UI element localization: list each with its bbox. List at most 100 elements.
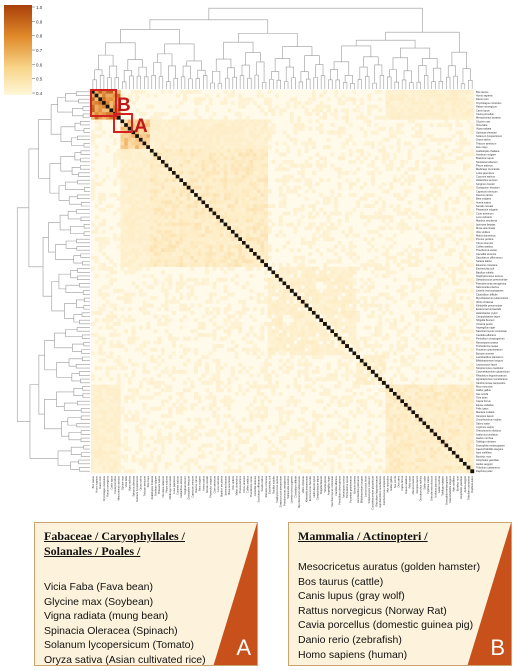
heatmap-cell	[245, 137, 250, 142]
heatmap-cell	[109, 259, 114, 264]
heatmap-cell	[245, 248, 250, 253]
heatmap-cell	[256, 292, 261, 297]
heatmap-cell	[116, 90, 121, 94]
heatmap-cell	[160, 163, 165, 168]
heatmap-cell	[429, 237, 434, 242]
heatmap-cell	[109, 436, 114, 441]
heatmap-cell	[315, 292, 320, 297]
heatmap-cell	[271, 443, 276, 448]
heatmap-cell	[392, 156, 397, 161]
heatmap-cell	[212, 329, 217, 334]
heatmap-cell	[127, 244, 132, 249]
heatmap-cell	[459, 148, 464, 153]
heatmap-cell	[223, 226, 228, 231]
heatmap-cell	[205, 237, 210, 242]
heatmap-cell	[197, 171, 202, 175]
heatmap-cell	[227, 171, 232, 175]
dendrogram-branch	[276, 79, 281, 89]
heatmap-cell	[197, 322, 202, 326]
heatmap-cell	[219, 152, 224, 157]
heatmap-cell	[146, 193, 151, 197]
heatmap-cell	[282, 152, 287, 157]
heatmap-cell	[278, 310, 283, 315]
heatmap-cell	[94, 97, 99, 102]
heatmap-cell	[120, 259, 125, 264]
heatmap-cell	[153, 248, 158, 253]
heatmap-cell	[208, 196, 213, 201]
heatmap-cell	[157, 406, 162, 411]
heatmap-cell	[278, 391, 283, 396]
heatmap-cell	[227, 380, 232, 385]
heatmap-cell	[466, 119, 471, 124]
heatmap-cell	[400, 296, 405, 301]
heatmap-cell	[223, 123, 228, 128]
heatmap-cell	[124, 218, 129, 223]
heatmap-cell	[120, 218, 125, 223]
heatmap-cell	[146, 185, 151, 190]
dendrogram-branch	[120, 29, 180, 44]
heatmap-cell	[315, 347, 320, 352]
heatmap-cell	[264, 134, 268, 139]
heatmap-cell	[142, 377, 147, 382]
heatmap-cell	[323, 263, 327, 267]
heatmap-cell	[131, 196, 136, 201]
heatmap-cell	[179, 325, 184, 330]
heatmap-cell	[212, 178, 217, 183]
heatmap-cell	[264, 259, 268, 264]
heatmap-cell	[138, 90, 143, 94]
heatmap-cell	[330, 163, 335, 168]
heatmap-cell	[381, 244, 386, 249]
heatmap-cell	[98, 263, 103, 267]
heatmap-cell	[326, 303, 331, 308]
heatmap-cell	[105, 443, 110, 448]
heatmap-cell	[153, 366, 158, 371]
heatmap-cell	[352, 288, 357, 293]
heatmap-cell	[433, 296, 438, 301]
heatmap-cell	[146, 369, 151, 374]
heatmap-cell	[190, 292, 195, 297]
heatmap-cell	[216, 454, 221, 459]
heatmap-cell	[315, 307, 320, 312]
heatmap-cell	[326, 336, 331, 341]
heatmap-cell	[426, 310, 431, 315]
heatmap-cell	[175, 244, 180, 249]
heatmap-cell	[160, 351, 165, 356]
heatmap-cell	[286, 189, 291, 194]
heatmap-cell	[345, 171, 349, 175]
heatmap-cell	[98, 119, 103, 124]
heatmap-cell	[437, 112, 442, 116]
dendrogram-branch	[54, 332, 73, 349]
heatmap-cell	[282, 178, 287, 183]
heatmap-cell	[297, 384, 302, 389]
heatmap-cell	[208, 351, 213, 356]
heatmap-cell	[135, 119, 140, 124]
heatmap-cell	[153, 391, 158, 396]
heatmap-cell	[168, 248, 173, 253]
heatmap-cell	[297, 296, 302, 301]
heatmap-cell	[374, 215, 379, 220]
heatmap-cell	[341, 145, 346, 150]
heatmap-cell	[267, 108, 272, 113]
heatmap-cell	[293, 344, 298, 348]
heatmap-cell	[227, 263, 232, 267]
heatmap-cell	[297, 417, 302, 422]
heatmap-cell	[94, 454, 99, 459]
heatmap-cell	[264, 97, 268, 102]
heatmap-cell	[278, 469, 283, 474]
heatmap-cell	[116, 450, 121, 455]
heatmap-cell	[172, 340, 176, 345]
heatmap-cell	[289, 112, 294, 116]
heatmap-cell	[116, 388, 121, 393]
heatmap-cell	[146, 233, 151, 238]
heatmap-cell	[407, 141, 412, 146]
heatmap-cell	[216, 145, 221, 150]
heatmap-cell	[271, 344, 276, 348]
heatmap-cell	[113, 428, 117, 433]
heatmap-cell	[131, 417, 136, 422]
heatmap-cell	[241, 119, 246, 124]
heatmap-cell	[256, 141, 261, 146]
heatmap-cell	[415, 159, 419, 164]
heatmap-cell	[227, 182, 232, 186]
dendrogram-branch	[65, 240, 77, 249]
heatmap-cell	[172, 196, 176, 201]
